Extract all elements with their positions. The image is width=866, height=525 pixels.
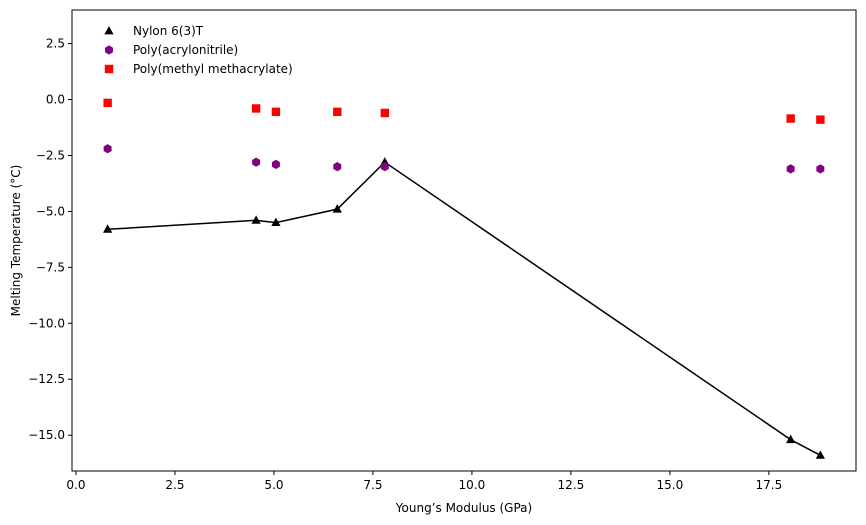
data-point-poly-acrylonitrile [271, 159, 280, 170]
data-point-poly-methyl-methacrylate [786, 114, 795, 123]
y-tick-label: −5.0 [36, 204, 65, 218]
legend-marker [104, 26, 114, 35]
data-point-nylon-6-3-t [815, 450, 825, 459]
x-tick-label: 17.5 [756, 478, 783, 492]
legend-label: Nylon 6(3)T [133, 24, 204, 38]
y-tick-label: −12.5 [28, 372, 65, 386]
data-point-poly-methyl-methacrylate [333, 107, 342, 117]
legend: Nylon 6(3)T Poly(acrylonitrile) Poly(methy… [104, 24, 293, 76]
data-point-poly-acrylonitrile [786, 164, 795, 174]
data-point-nylon-6-3-t [103, 224, 113, 233]
data-point-poly-methyl-methacrylate [271, 107, 281, 117]
legend-marker [104, 64, 114, 74]
y-tick-label: 2.5 [46, 37, 65, 51]
x-tick-label: 10.0 [459, 478, 486, 492]
y-tick-label: −2.5 [36, 148, 65, 162]
data-point-poly-acrylonitrile [380, 162, 389, 172]
legend-label: Poly(methyl methacrylate) [133, 62, 293, 76]
data-point-poly-methyl-methacrylate [816, 115, 825, 124]
y-tick-label: −10.0 [28, 316, 65, 330]
legend-label: Poly(acrylonitrile) [133, 43, 238, 57]
data-point-nylon-6-3-t [251, 215, 261, 224]
data-point-poly-acrylonitrile [816, 164, 825, 174]
data-point-nylon-6-3-t [332, 204, 342, 213]
y-axis-label: Melting Temperature (°C) [9, 165, 23, 317]
x-tick-label: 2.5 [165, 478, 184, 492]
y-tick-label: 0.0 [46, 93, 65, 107]
data-point-poly-methyl-methacrylate [103, 98, 112, 108]
data-point-poly-acrylonitrile [103, 144, 112, 154]
data-point-poly-methyl-methacrylate [251, 104, 261, 113]
x-tick-label: 7.5 [363, 478, 382, 492]
data-point-poly-methyl-methacrylate [380, 108, 390, 118]
x-axis-label: Young’s Modulus (GPa) [395, 501, 532, 515]
data-point-poly-acrylonitrile [252, 157, 261, 167]
y-tick-label: −7.5 [36, 260, 65, 274]
data-point-nylon-6-3-t [786, 434, 796, 444]
x-tick-label: 12.5 [558, 478, 585, 492]
x-tick-label: 0.0 [66, 478, 85, 492]
data-point-poly-acrylonitrile [333, 162, 342, 172]
plot-frame [71, 9, 857, 472]
legend-marker [105, 45, 113, 55]
data-point-nylon-6-3-t [271, 217, 281, 226]
x-tick-label: 15.0 [657, 478, 684, 492]
y-tick-label: −15.0 [28, 428, 65, 442]
series-line-nylon-6-3-t [107, 161, 821, 456]
x-tick-label: 5.0 [264, 478, 283, 492]
